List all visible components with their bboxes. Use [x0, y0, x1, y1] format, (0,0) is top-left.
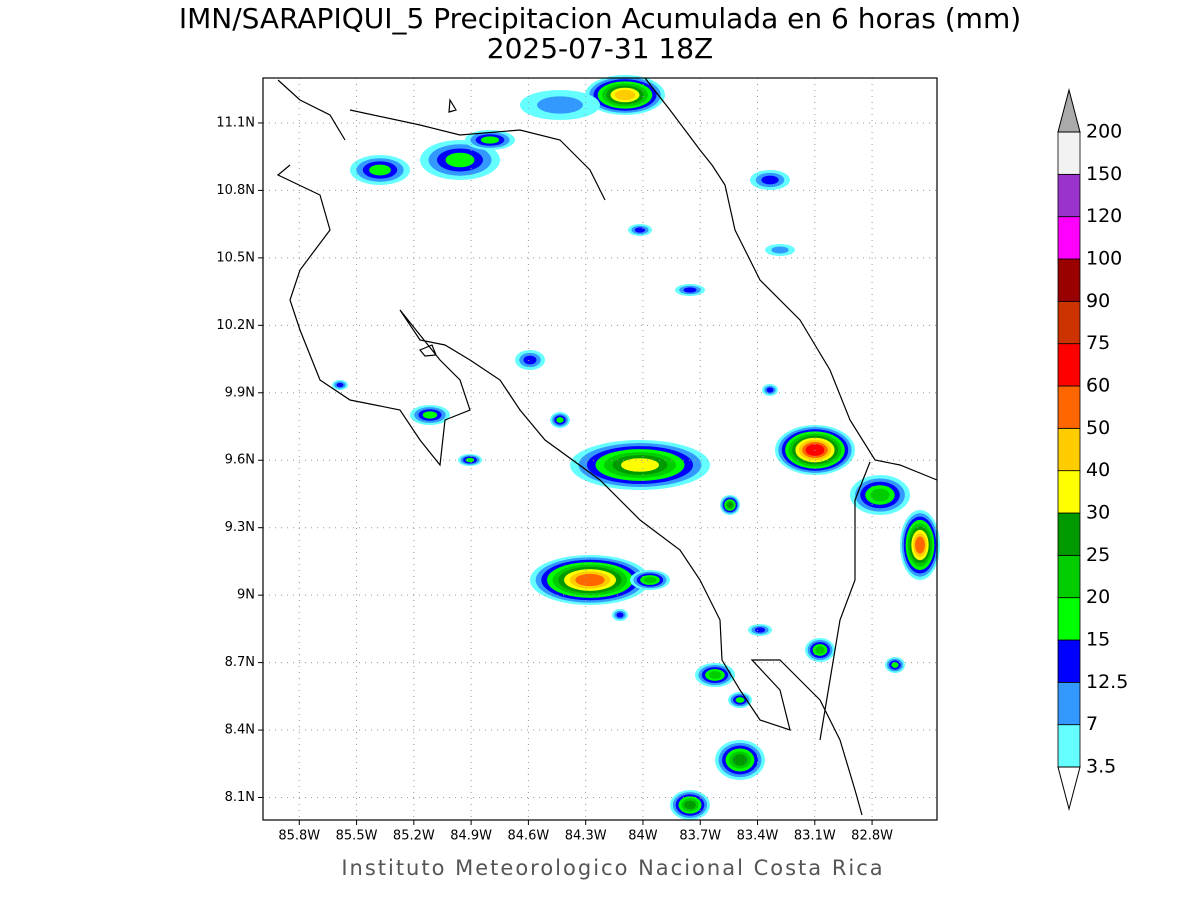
colorbar-label: 20: [1086, 586, 1110, 608]
rain-cell: [336, 382, 344, 388]
rain-cell: [915, 536, 925, 554]
colorbar-label: 30: [1086, 502, 1110, 524]
colorbar-box: [1057, 131, 1081, 175]
rain-cell: [761, 175, 779, 185]
rain-cell: [684, 800, 696, 810]
rain-cell: [634, 227, 646, 233]
rain-cell: [727, 502, 733, 508]
colorbar-label: 120: [1086, 205, 1122, 227]
colorbar-box: [1057, 258, 1081, 302]
rain-cell: [369, 164, 391, 176]
rain-cell: [735, 697, 745, 703]
colorbar-label: 12.5: [1086, 671, 1128, 693]
colorbar-label: 150: [1086, 163, 1122, 185]
colorbar-box: [1057, 427, 1081, 472]
y-tick-label: 9.9N: [225, 385, 255, 400]
y-tick-label: 10.5N: [216, 250, 255, 265]
colorbar-box: [1057, 724, 1081, 768]
colorbar-label: 200: [1086, 121, 1122, 143]
rain-cell: [683, 287, 697, 293]
colorbar-label: 15: [1086, 629, 1110, 651]
rain-cell: [708, 671, 722, 679]
rain-cell: [643, 576, 657, 584]
rain-cell: [465, 457, 475, 463]
colorbar-box: [1057, 385, 1081, 429]
rain-cell: [445, 152, 475, 168]
title: IMN/SARAPIQUI_5 Precipitacion Acumulada …: [179, 2, 1021, 35]
rain-cell: [537, 96, 583, 114]
y-tick-label: 8.7N: [225, 655, 255, 670]
subtitle: 2025-07-31 18Z: [487, 32, 713, 65]
y-tick-label: 10.8N: [216, 183, 255, 198]
colorbar-box: [1057, 554, 1081, 599]
x-tick-label: 85.8W: [278, 829, 320, 844]
rain-cell: [480, 136, 500, 144]
map-frame: [262, 77, 938, 821]
x-tick-label: 84.3W: [565, 829, 607, 844]
colorbar-label: 100: [1086, 248, 1122, 270]
colorbar: 3.5 7 12.5 15 20 25 30 40 50 60 75 90 100 120 150 200: [1057, 88, 1128, 811]
rain-cell: [732, 754, 748, 766]
rain-cell: [771, 246, 789, 254]
x-tick-label: 84W: [628, 829, 658, 844]
colorbar-over: [1057, 88, 1081, 133]
colorbar-label: 7: [1086, 713, 1098, 735]
colorbar-box: [1057, 597, 1081, 641]
colorbar-box: [1057, 470, 1081, 514]
rain-cell: [556, 417, 564, 423]
y-tick-label: 8.4N: [225, 723, 255, 738]
rain-cell: [422, 411, 438, 419]
rain-cell: [891, 662, 899, 668]
y-tick-label: 9.3N: [225, 520, 255, 535]
colorbar-box: [1057, 681, 1081, 726]
y-tick-label: 9.6N: [225, 453, 255, 468]
rain-cell: [523, 355, 537, 365]
rain-cell: [621, 458, 659, 472]
coastline: [276, 77, 938, 816]
footer: Instituto Meteorologico Nacional Costa R…: [341, 856, 884, 880]
colorbar-box: [1057, 300, 1081, 345]
x-tick-label: 83.7W: [679, 829, 721, 844]
colorbar-label: 40: [1086, 459, 1110, 481]
rain-cell: [575, 573, 605, 587]
colorbar-label: 50: [1086, 417, 1110, 439]
x-tick-label: 83.4W: [737, 829, 779, 844]
colorbar-label: 60: [1086, 375, 1110, 397]
y-tick-label: 10.2N: [216, 318, 255, 333]
colorbar-label: 90: [1086, 290, 1110, 312]
y-tick-label: 11.1N: [216, 115, 255, 130]
colorbar-under: [1057, 766, 1081, 811]
rain-cell: [815, 646, 825, 654]
rain-cell: [616, 612, 624, 618]
colorbar-box: [1057, 512, 1081, 556]
rain-cell: [754, 627, 766, 633]
precipitation: [332, 75, 940, 820]
colorbar-label: 25: [1086, 544, 1110, 566]
y-tick-label: 8.1N: [225, 790, 255, 805]
x-tick-label: 82.8W: [851, 829, 893, 844]
rain-cell: [870, 488, 890, 502]
rain-cell: [766, 387, 774, 393]
y-tick-label: 9N: [237, 588, 255, 603]
rain-cell: [614, 89, 636, 101]
x-tick-label: 84.6W: [507, 829, 549, 844]
colorbar-box: [1057, 216, 1081, 260]
x-tick-label: 84.9W: [450, 829, 492, 844]
colorbar-box: [1057, 173, 1081, 218]
colorbar-label: 3.5: [1086, 756, 1116, 778]
x-tick-label: 85.5W: [336, 829, 378, 844]
colorbar-box: [1057, 343, 1081, 387]
colorbar-label: 75: [1086, 332, 1110, 354]
x-tick-label: 85.2W: [393, 829, 435, 844]
x-tick-label: 83.1W: [794, 829, 836, 844]
colorbar-box: [1057, 639, 1081, 683]
